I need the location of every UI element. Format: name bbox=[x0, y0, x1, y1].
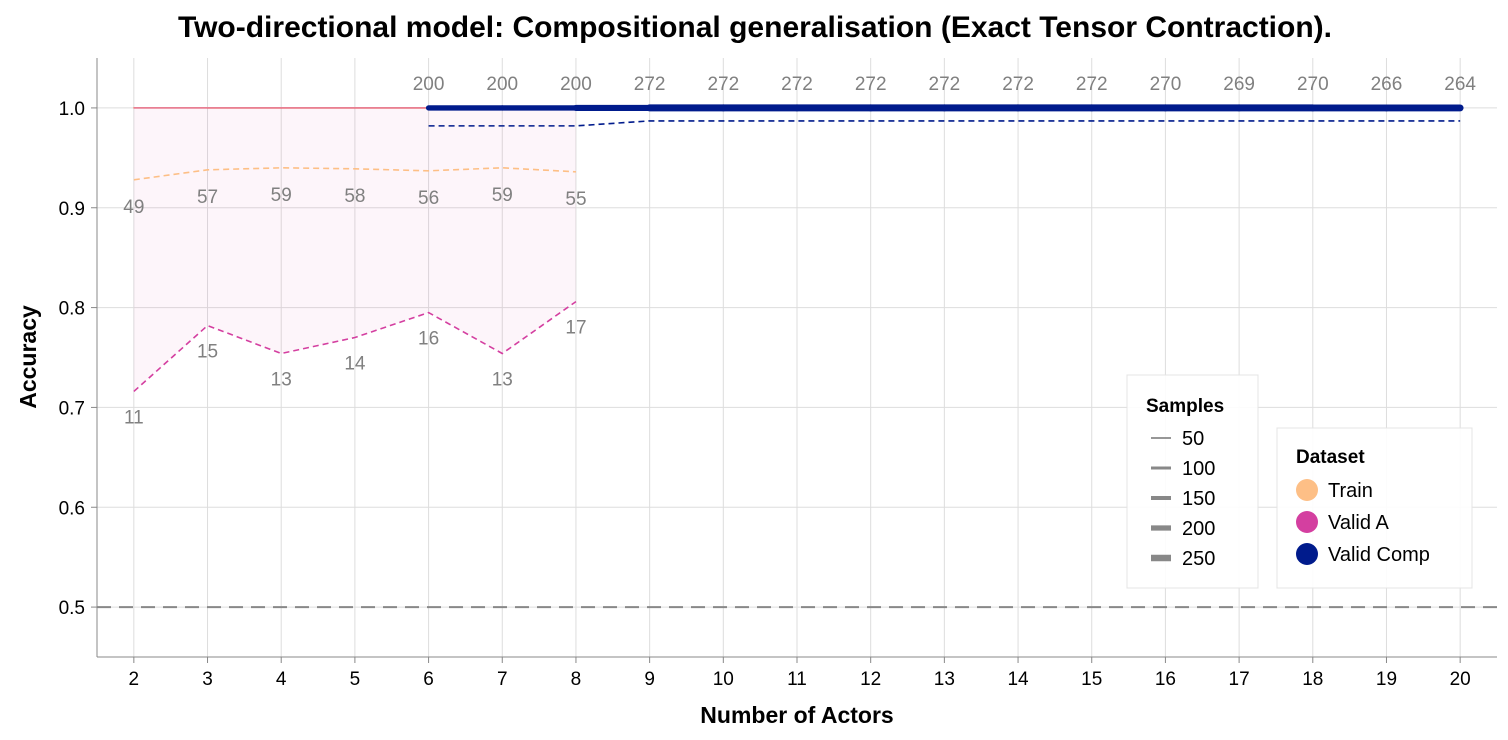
legend-samples-label: 100 bbox=[1182, 458, 1215, 480]
y-tick-label: 0.6 bbox=[59, 498, 85, 519]
x-tick-label: 6 bbox=[423, 669, 434, 690]
x-tick-label: 7 bbox=[497, 669, 508, 690]
sample-label: 200 bbox=[486, 74, 518, 95]
dashed-line bbox=[133, 300, 577, 393]
x-tick-label: 3 bbox=[202, 669, 213, 690]
confidence-bands bbox=[133, 107, 576, 392]
x-axis-title: Number of Actors bbox=[700, 702, 893, 728]
legend-dataset-swatch bbox=[1296, 511, 1318, 533]
x-tick-label: 17 bbox=[1229, 669, 1250, 690]
sample-label: 264 bbox=[1444, 74, 1476, 95]
sample-label: 59 bbox=[271, 185, 292, 206]
sample-label: 58 bbox=[344, 186, 365, 207]
x-tick-label: 8 bbox=[571, 669, 582, 690]
sample-label: 272 bbox=[929, 74, 961, 95]
dashed-lines bbox=[133, 120, 1461, 393]
legend-dataset-title: Dataset bbox=[1296, 447, 1365, 468]
x-tick-label: 4 bbox=[276, 669, 287, 690]
legend-samples-label: 50 bbox=[1182, 428, 1204, 450]
x-tick-label: 10 bbox=[713, 669, 734, 690]
x-tick-label: 20 bbox=[1450, 669, 1471, 690]
sample-label: 17 bbox=[565, 318, 586, 339]
x-tick-label: 12 bbox=[860, 669, 881, 690]
sample-label: 200 bbox=[560, 74, 592, 95]
axes bbox=[91, 58, 1497, 663]
sample-label: 13 bbox=[492, 370, 513, 391]
y-tick-label: 0.5 bbox=[59, 598, 85, 619]
legend-samples-label: 250 bbox=[1182, 548, 1215, 570]
sample-label: 272 bbox=[855, 74, 887, 95]
dashed-line bbox=[428, 120, 1461, 127]
legend-dataset-label: Train bbox=[1328, 480, 1373, 502]
legend-dataset-swatch bbox=[1296, 543, 1318, 565]
y-tick-label: 0.8 bbox=[59, 299, 85, 320]
legend-samples-label: 150 bbox=[1182, 488, 1215, 510]
legend-dataset: Dataset Train Valid A Valid Comp bbox=[1276, 427, 1473, 589]
chart-title: Two-directional model: Compositional gen… bbox=[178, 11, 1332, 44]
sample-label: 200 bbox=[413, 74, 445, 95]
x-tick-label: 13 bbox=[934, 669, 955, 690]
legend-dataset-swatch bbox=[1296, 479, 1318, 501]
sample-label: 269 bbox=[1223, 74, 1255, 95]
x-tick-label: 2 bbox=[129, 669, 140, 690]
x-tick-label: 11 bbox=[787, 669, 807, 690]
legend-samples: Samples 50 100 150 200 250 bbox=[1126, 374, 1259, 589]
tick-labels: 2 3 4 5 6 7 8 9 10 11 12 13 14 15 16 17 18 19 200.50.60.70… bbox=[59, 99, 1471, 690]
x-tick-label: 14 bbox=[1007, 669, 1029, 690]
sample-label: 57 bbox=[197, 187, 218, 208]
sample-label: 11 bbox=[124, 407, 144, 428]
sample-label: 56 bbox=[418, 188, 439, 209]
x-tick-label: 15 bbox=[1081, 669, 1102, 690]
x-tick-label: 19 bbox=[1376, 669, 1397, 690]
sample-label: 272 bbox=[781, 74, 813, 95]
sample-count-labels: 49 57 59 58 56 59 55 11 15 13 14 16 13 17 200 200 200 272… bbox=[123, 74, 1476, 429]
sample-label: 49 bbox=[123, 197, 144, 218]
sample-label: 59 bbox=[492, 185, 513, 206]
sample-label: 55 bbox=[565, 189, 586, 210]
sample-label: 15 bbox=[197, 342, 218, 363]
y-tick-label: 1.0 bbox=[59, 99, 85, 120]
dashed-line bbox=[133, 167, 576, 181]
sample-label: 272 bbox=[1002, 74, 1034, 95]
legend-samples-label: 200 bbox=[1182, 518, 1215, 540]
sample-label: 16 bbox=[418, 329, 439, 350]
sample-label: 272 bbox=[707, 74, 739, 95]
confidence-band bbox=[133, 107, 576, 392]
sample-label: 270 bbox=[1297, 74, 1329, 95]
sample-label: 13 bbox=[271, 370, 292, 391]
sample-label: 14 bbox=[344, 354, 366, 375]
sample-label: 272 bbox=[634, 74, 666, 95]
x-tick-label: 16 bbox=[1155, 669, 1176, 690]
x-tick-label: 5 bbox=[350, 669, 361, 690]
legend-dataset-label: Valid A bbox=[1328, 512, 1389, 534]
sample-label: 270 bbox=[1150, 74, 1182, 95]
legend-dataset-label: Valid Comp bbox=[1328, 544, 1430, 566]
y-tick-label: 0.7 bbox=[59, 398, 85, 419]
sample-label: 272 bbox=[1076, 74, 1108, 95]
y-axis-title: Accuracy bbox=[15, 305, 41, 409]
legend-samples-title: Samples bbox=[1146, 396, 1224, 417]
y-tick-label: 0.9 bbox=[59, 199, 85, 220]
x-tick-label: 9 bbox=[644, 669, 655, 690]
legend-samples-box bbox=[1126, 374, 1259, 589]
sample-label: 266 bbox=[1371, 74, 1403, 95]
x-tick-label: 18 bbox=[1302, 669, 1323, 690]
